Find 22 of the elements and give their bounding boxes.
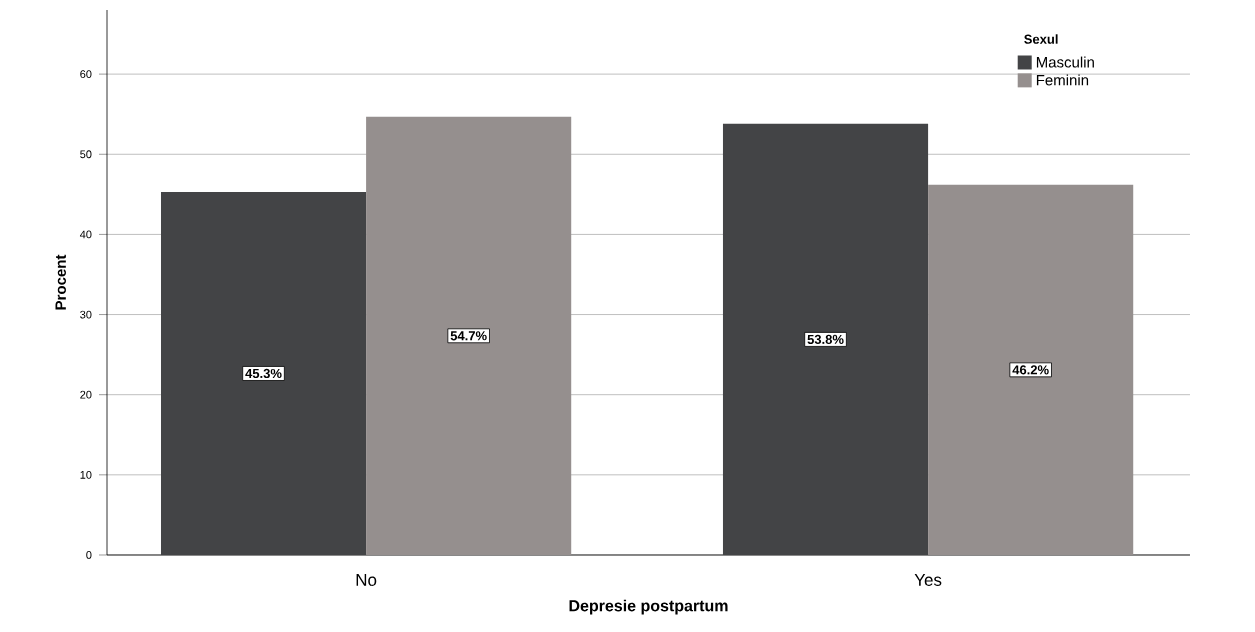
data-label: 54.7% (450, 331, 487, 341)
bar (722, 123, 929, 555)
legend-label: Feminin (1036, 74, 1089, 86)
x-axis-title: Depresie postpartum (569, 599, 728, 615)
legend-label: Masculin (1036, 56, 1094, 68)
legend-title: Sexul (1024, 34, 1058, 44)
x-tick-label: Yes (914, 574, 942, 586)
data-label: 45.3% (245, 368, 282, 379)
y-tick-label: 30 (80, 310, 92, 319)
bar (366, 116, 572, 555)
data-label: 53.8% (807, 334, 844, 345)
y-tick-label: 40 (79, 230, 92, 239)
y-tick-label: 50 (80, 150, 92, 159)
bar (160, 191, 367, 555)
y-tick-label: 60 (80, 70, 92, 78)
y-tick-label: 20 (80, 390, 92, 399)
y-tick-label: 0 (86, 551, 92, 559)
bar (928, 184, 1134, 555)
data-label: 46.2% (1012, 365, 1049, 375)
x-tick-label: No (356, 574, 377, 586)
y-axis-title: Procent (55, 254, 66, 310)
y-tick-label: 10 (80, 470, 92, 479)
